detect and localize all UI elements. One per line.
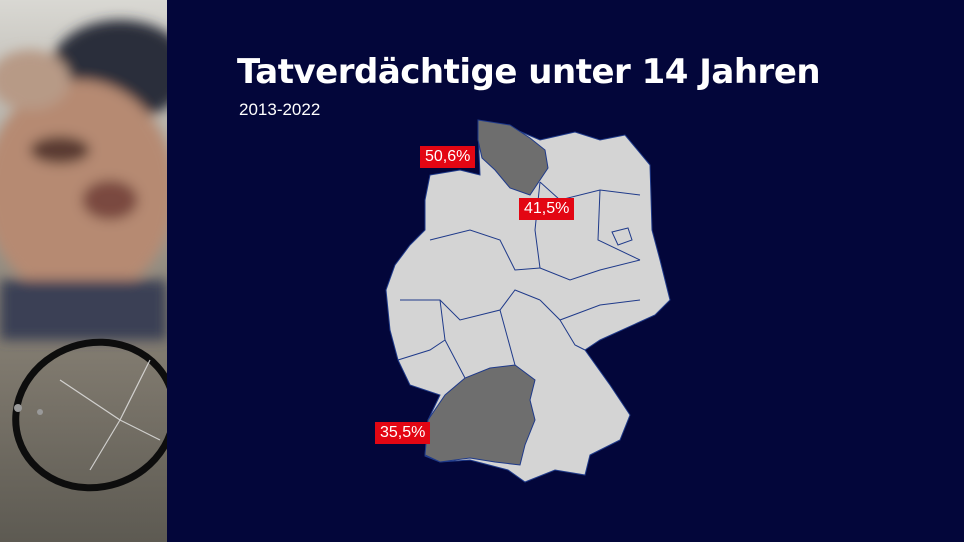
region-baden-wuerttemberg: [424, 364, 536, 466]
region-schleswig-holstein: [477, 119, 549, 196]
badge-mecklenburg-vorpommern: 41,5%: [519, 198, 575, 220]
state-borders: [397, 181, 641, 379]
badge-schleswig-holstein: 50,6%: [420, 146, 476, 168]
badge-baden-wuerttemberg: 35,5%: [375, 422, 431, 444]
chart-subtitle: 2013-2022: [239, 100, 321, 119]
photo-image: [0, 0, 167, 542]
background-photo: [0, 0, 167, 542]
chart-title: Tatverdächtige unter 14 Jahren: [237, 52, 821, 92]
